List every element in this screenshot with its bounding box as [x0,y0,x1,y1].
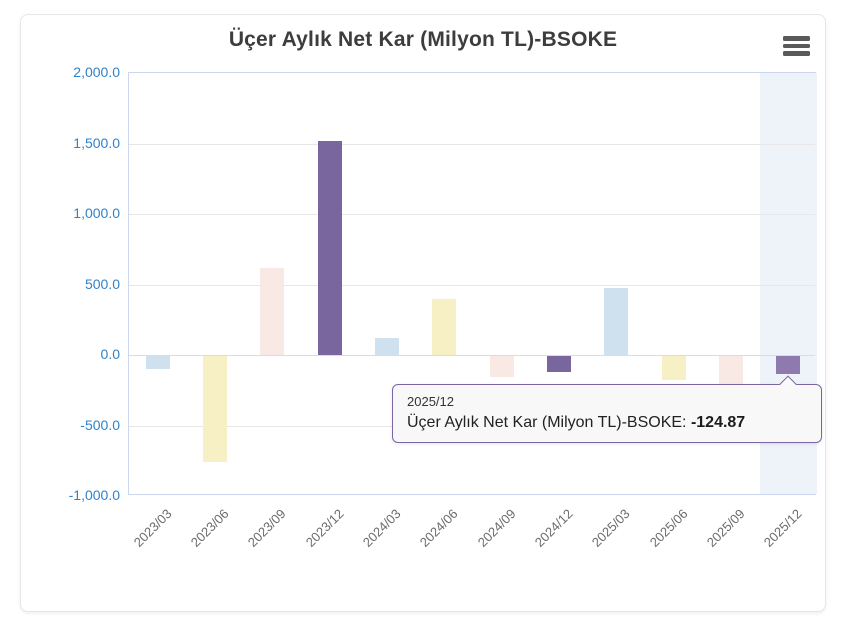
y-axis-label: 2,000.0 [73,64,120,80]
x-axis-label: 2025/06 [646,506,691,550]
tooltip-header: 2025/12 [407,394,454,409]
x-axis-label: 2024/06 [417,506,461,550]
hamburger-icon [783,36,810,58]
y-axis-label: 0.0 [100,346,120,362]
x-axis-label: 2024/12 [531,506,576,550]
y-axis-label: 500.0 [84,275,120,292]
y-axis-label: -1,000.0 [68,487,120,503]
bar-2023-03[interactable] [145,356,170,370]
export-menu-button[interactable] [781,33,813,61]
bar-2023-09[interactable] [260,267,285,355]
x-axis-label: 2023/12 [302,506,347,550]
y-axis-label: 1,500.0 [73,134,120,151]
x-axis-label: 2023/06 [187,506,232,550]
y-axis: 2,000.0 1,500.0 1,000.0 500.0 0.0 -500.0 -1,00… [21,64,120,503]
x-axis-label: 2024/03 [359,506,404,550]
bar-2023-06[interactable] [203,356,227,462]
gridline [129,214,815,215]
bar-2024-06[interactable] [432,298,457,355]
gridline [129,143,815,145]
tooltip-body: Üçer Aylık Net Kar (Milyon TL)-BSOKE: -1… [407,414,807,432]
chart-card: Üçer Aylık Net Kar (Milyon TL)-BSOKE 2,0… [20,14,826,612]
bar-2023-12[interactable] [317,140,342,355]
x-axis-label: 2025/03 [589,506,633,550]
tooltip-value: -124.87 [690,414,746,431]
x-axis: 2023/03 2023/06 2023/09 2023/12 2024/03 2024/… [128,496,816,586]
gridline [129,284,815,286]
bar-2024-12[interactable] [547,356,571,373]
x-axis-label: 2025/12 [761,506,805,550]
x-axis-label: 2023/09 [245,506,289,550]
bar-2024-03[interactable] [375,338,399,355]
y-axis-label: -500.0 [80,416,120,433]
x-axis-label: 2024/09 [474,506,519,550]
bar-2025-06[interactable] [661,356,686,380]
tooltip-series-label: Üçer Aylık Net Kar (Milyon TL)-BSOKE [407,414,683,431]
bar-2025-03[interactable] [604,288,629,355]
bar-2024-09[interactable] [489,356,514,378]
x-axis-label: 2023/03 [130,506,175,550]
bar-2025-12[interactable] [776,356,801,374]
chart-title: Üçer Aylık Net Kar (Milyon TL)-BSOKE [228,28,618,51]
tooltip: 2025/12 Üçer Aylık Net Kar (Milyon TL)-B… [392,375,822,443]
gridline [129,355,815,356]
y-axis-label: 1,000.0 [73,205,120,221]
x-axis-label: 2025/09 [703,506,748,550]
tooltip-separator: : [682,414,691,431]
